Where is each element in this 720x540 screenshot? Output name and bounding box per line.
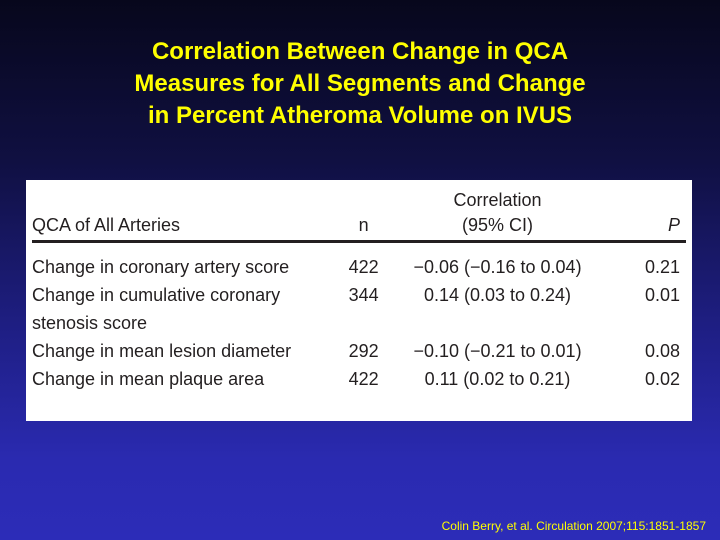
source-citation: Colin Berry, et al. Circulation 2007;115…: [441, 519, 706, 533]
row-correlation: −0.10 (−0.21 to 0.01): [413, 341, 582, 361]
correlation-table-panel: Correlation QCA of All Arteries n (95% C…: [26, 180, 692, 421]
table-header-row: QCA of All Arteries n (95% CI) P: [32, 212, 686, 243]
row-label: Change in coronary artery score: [32, 257, 290, 277]
row-correlation: 0.14 (0.03 to 0.24): [423, 285, 572, 305]
row-label-line-1: Change in cumulative coronary: [32, 285, 281, 305]
title-line-3: in Percent Atheroma Volume on IVUS: [147, 102, 573, 129]
title-line-1: Correlation Between Change in QCA: [151, 38, 569, 65]
row-p: 0.01: [644, 285, 680, 305]
table-header-row-top: Correlation: [32, 188, 686, 212]
row-correlation: 0.11 (0.02 to 0.21): [424, 369, 571, 389]
header-p: P: [602, 212, 686, 243]
row-n: 292: [348, 341, 379, 361]
row-correlation: −0.06 (−0.16 to 0.04): [413, 257, 582, 277]
header-ci: (95% CI): [392, 212, 603, 243]
header-n: n: [334, 212, 393, 243]
row-n: 344: [348, 285, 379, 305]
row-p: 0.08: [644, 341, 680, 361]
row-n: 422: [348, 257, 379, 277]
row-p: 0.02: [644, 369, 680, 389]
row-p: 0.21: [644, 257, 680, 277]
table-row: Change in coronary artery score 422 −0.0…: [32, 242, 686, 282]
table-row: Change in mean plaque area 422 0.11 (0.0…: [32, 365, 686, 393]
row-label: Change in mean plaque area: [32, 369, 265, 389]
table-row: Change in cumulative coronary stenosis s…: [32, 281, 686, 337]
correlation-table: Correlation QCA of All Arteries n (95% C…: [32, 188, 686, 393]
table-row: Change in mean lesion diameter 292 −0.10…: [32, 337, 686, 365]
title-line-2: Measures for All Segments and Change: [134, 70, 586, 97]
row-n: 422: [348, 369, 379, 389]
slide-title: Correlation Between Change in QCA Measur…: [40, 36, 680, 132]
header-qca: QCA of All Arteries: [32, 212, 335, 243]
row-label: Change in cumulative coronary stenosis s…: [32, 281, 335, 337]
header-correlation: Correlation: [453, 190, 542, 210]
row-label-line-2: stenosis score: [32, 313, 148, 333]
row-label: Change in mean lesion diameter: [32, 341, 292, 361]
